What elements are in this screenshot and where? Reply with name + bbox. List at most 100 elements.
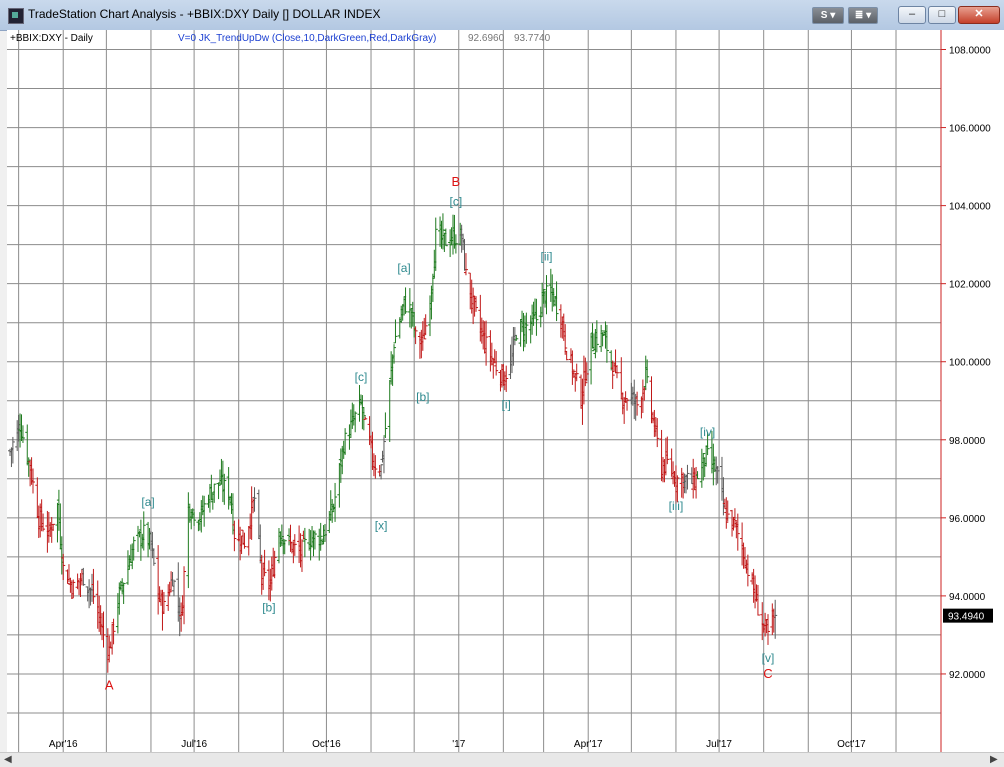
ohlc-bar [474, 296, 479, 312]
ohlc-bar [563, 324, 568, 355]
symbol-list-button[interactable]: ≣ ▾ [848, 7, 878, 24]
ohlc-bar [484, 320, 489, 366]
major-wave-label: B [452, 174, 461, 189]
ohlc-bar [774, 599, 778, 639]
wave-label: [v] [762, 651, 775, 665]
ohlc-bar [81, 567, 86, 586]
ohlc-bar [635, 391, 640, 416]
ohlc-bar [322, 523, 327, 542]
ohlc-bar [279, 524, 284, 547]
ohlc-bar [282, 539, 287, 555]
ohlc-bar [212, 483, 217, 503]
ohlc-bar [705, 432, 710, 456]
ohlc-bar [423, 314, 428, 336]
ohlc-bar [422, 317, 427, 340]
ohlc-bar [262, 549, 267, 577]
ohlc-bar [361, 407, 366, 431]
y-tick-label: 92.0000 [949, 670, 986, 681]
y-tick-label: 96.0000 [949, 514, 986, 525]
chart-symbol-label: +BBIX:DXY - Daily [10, 33, 93, 44]
scroll-left-icon[interactable]: ◀ [4, 754, 12, 765]
y-tick-label: 102.0000 [949, 280, 991, 291]
ohlc-bar [373, 455, 378, 479]
ohlc-bar [318, 522, 323, 551]
wave-label: [i] [502, 398, 511, 412]
ohlc-bar [494, 351, 499, 376]
ohlc-bar [735, 513, 740, 551]
ohlc-bar [192, 511, 197, 526]
ohlc-bar [489, 342, 494, 366]
ohlc-bar [514, 335, 519, 341]
ohlc-bar [745, 554, 750, 587]
ohlc-bar [151, 548, 156, 566]
ohlc-bar [272, 550, 277, 579]
wave-label: [a] [141, 495, 154, 509]
ohlc-bar [403, 287, 408, 314]
ohlc-bar [443, 228, 448, 247]
minimize-button[interactable]: – [898, 6, 926, 24]
ohlc-bar [71, 579, 76, 599]
ohlc-bar [655, 418, 660, 448]
ohlc-bar [381, 436, 386, 474]
x-tick-label: Apr'16 [49, 739, 78, 750]
ohlc-bar [599, 324, 604, 352]
major-wave-label: C [763, 666, 772, 681]
indicator-value-1: 92.6960 [468, 33, 505, 44]
ohlc-bar [347, 424, 352, 450]
ohlc-bar [675, 475, 680, 503]
ohlc-bar [766, 614, 771, 645]
price-chart[interactable]: A [a] [b] [c] [x] [a] [b] B [c] [i] [ii] [iii] [iv] [… [7, 30, 1004, 752]
y-tick-label: 100.0000 [949, 358, 991, 369]
close-button[interactable]: ✕ [958, 6, 1000, 24]
x-tick-label: Jul'17 [706, 739, 732, 750]
ohlc-bar [564, 350, 569, 361]
wave-label: [iv] [700, 425, 715, 439]
ohlc-bar [141, 511, 146, 551]
ohlc-bar [131, 536, 136, 561]
ohlc-bar [353, 411, 358, 433]
ohlc-bar [724, 497, 729, 529]
ohlc-bar [182, 566, 187, 625]
ohlc-bar [544, 275, 549, 315]
ohlc-bar [574, 363, 579, 382]
ohlc-bar [570, 350, 575, 385]
ohlc-bar [167, 581, 172, 597]
horizontal-scrollbar[interactable]: ◀ ▶ [0, 752, 1004, 767]
s-dropdown-button[interactable]: S ▾ [812, 7, 844, 24]
wave-label: [ii] [540, 249, 552, 263]
scroll-right-icon[interactable]: ▶ [990, 754, 998, 765]
ohlc-bar [594, 320, 599, 353]
ohlc-bar [156, 545, 161, 615]
wave-label: [b] [416, 390, 429, 404]
ohlc-bar [121, 582, 126, 605]
ohlc-bar [51, 523, 56, 531]
ohlc-bar [242, 532, 247, 549]
ohlc-bar [222, 473, 227, 505]
ohlc-bar [379, 464, 384, 480]
window-title: TradeStation Chart Analysis - +BBIX:DXY … [28, 7, 381, 21]
ohlc-bar [413, 326, 418, 345]
ohlc-bar [534, 298, 539, 336]
ohlc-bar [393, 319, 398, 344]
app-icon [8, 8, 24, 24]
ohlc-bar [216, 483, 221, 500]
x-tick-label: Apr'17 [574, 739, 603, 750]
major-wave-label: A [105, 678, 114, 693]
ohlc-bar [292, 534, 297, 556]
ohlc-bar [732, 508, 737, 528]
maximize-button[interactable]: □ [928, 6, 956, 24]
ohlc-bar [61, 553, 66, 581]
x-tick-label: '17 [452, 739, 465, 750]
ohlc-bar [524, 312, 529, 344]
ohlc-bar [363, 416, 368, 420]
y-tick-label: 104.0000 [949, 202, 991, 213]
y-tick-label: 108.0000 [949, 46, 991, 57]
ohlc-bar [755, 584, 760, 616]
ohlc-bar [161, 591, 166, 614]
chart-area[interactable]: A [a] [b] [c] [x] [a] [b] B [c] [i] [ii] [iii] [iv] [… [7, 30, 1004, 752]
ohlc-bar [604, 324, 609, 363]
ohlc-bar [10, 436, 15, 464]
indicator-label: V=0 JK_TrendUpDw (Close,10,DarkGreen,Red… [178, 33, 436, 44]
ohlc-bar [26, 457, 31, 477]
ohlc-bar [101, 611, 106, 648]
